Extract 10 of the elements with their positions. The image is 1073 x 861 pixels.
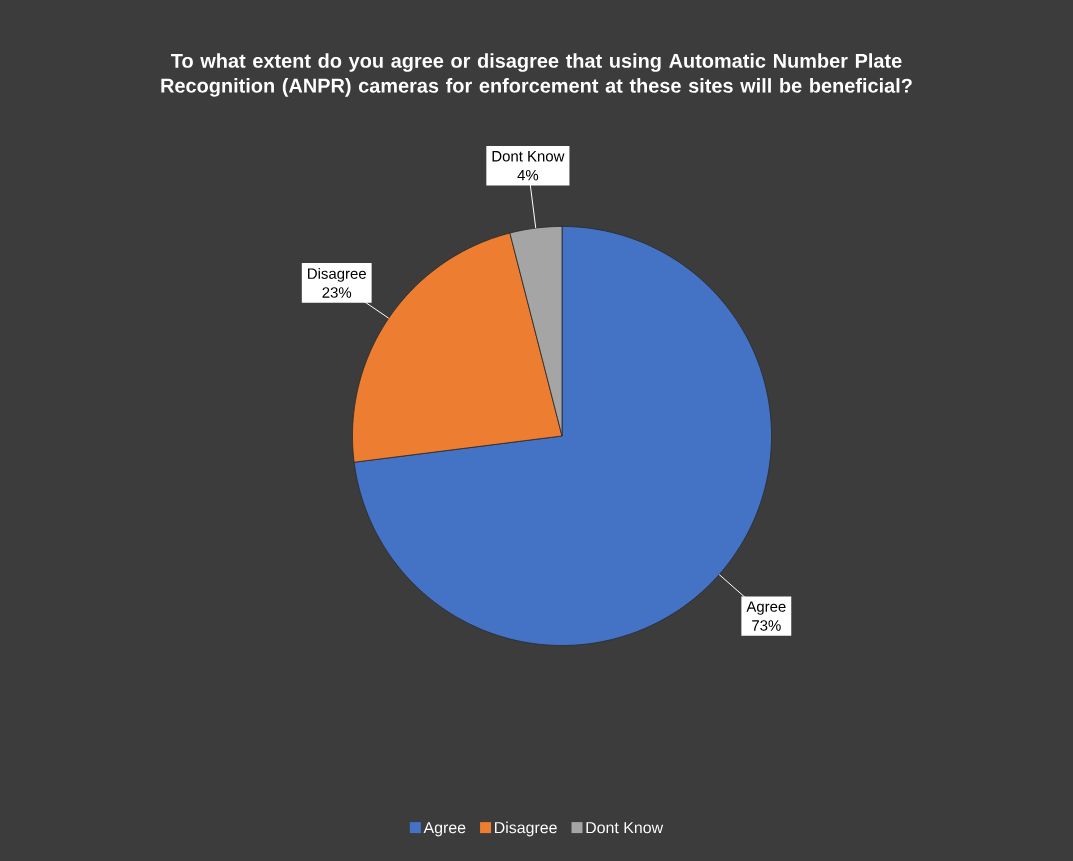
slice-label: Disagree [308,267,366,282]
data-label: 73% [752,620,781,631]
chart-title: To what extent do you agree or disagree that using Automatic Number Plate Recognition (ANPR) cameras for enforcement at these sites will be beneficial? [161,53,912,97]
legend-label: Disagree [495,821,557,837]
slice-label: Agree [746,601,786,615]
slice-label: Dont Know [492,151,565,162]
data-label: 23% [322,287,352,298]
data-label: 4% [517,169,539,181]
legend-label: Agree [423,822,466,837]
legend-label: Dont Know [586,822,664,834]
